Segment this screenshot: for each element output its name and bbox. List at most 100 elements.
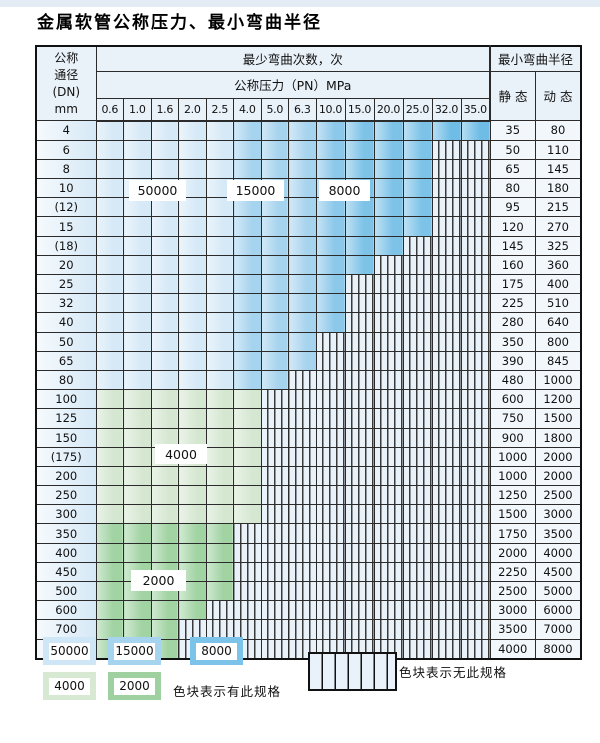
no-spec-cell (344, 427, 375, 448)
spec-cell (205, 369, 234, 391)
spec-cell (95, 216, 124, 237)
no-spec-cell (460, 638, 491, 660)
pressure-col-header: 6.3 (288, 97, 317, 122)
no-spec-cell (260, 523, 289, 544)
spec-cell (178, 312, 207, 333)
spec-cell (373, 235, 404, 256)
no-spec-cell (315, 465, 346, 487)
no-spec-cell (260, 542, 289, 563)
spec-cell (150, 120, 179, 141)
no-spec-cell (288, 369, 317, 391)
spec-cell (233, 216, 262, 237)
table-row: 65 390 845 (35, 350, 582, 371)
table-row: 300 1500 3000 (35, 504, 582, 525)
spec-cell (95, 580, 124, 602)
spec-cell (178, 331, 207, 352)
static-cell: 280 (489, 312, 536, 333)
spec-cell (402, 158, 433, 180)
no-spec-cell (431, 465, 462, 487)
spec-cell (150, 600, 179, 621)
pressure-col-header: 25.0 (402, 97, 433, 122)
dynamic-cell: 845 (535, 350, 582, 371)
no-spec-cell (344, 312, 375, 333)
spec-cell (233, 312, 262, 333)
static-cell: 3500 (489, 619, 536, 640)
no-spec-cell (402, 427, 433, 448)
pressure-col-header: 10.0 (315, 97, 346, 122)
no-spec-cell (344, 504, 375, 525)
table-row: 50 350 800 (35, 331, 582, 352)
spec-cell (205, 216, 234, 237)
spec-cell (178, 197, 207, 218)
no-spec-cell (460, 197, 491, 218)
spec-cell (123, 350, 152, 371)
no-spec-cell (260, 580, 289, 602)
no-spec-cell (315, 561, 346, 583)
spec-cell (150, 408, 179, 429)
table-row: 15 120 270 (35, 216, 582, 237)
no-spec-cell (373, 331, 404, 352)
spec-cell (205, 446, 234, 467)
spec-cell (95, 504, 124, 525)
spec-cell (123, 542, 152, 563)
no-spec-cell (373, 254, 404, 276)
no-spec-cell (344, 446, 375, 467)
spec-cell (205, 523, 234, 544)
dn-cell: 10 (35, 178, 97, 199)
no-spec-cell (373, 465, 404, 487)
static-cell: 1250 (489, 485, 536, 506)
legend-swatch-15000: 15000 (108, 637, 161, 665)
dn-cell: (18) (35, 235, 97, 256)
no-spec-cell (315, 350, 346, 371)
spec-cell (123, 216, 152, 237)
pressure-col-header: 4.0 (233, 97, 262, 122)
static-cell: 65 (489, 158, 536, 180)
no-spec-cell (288, 542, 317, 563)
spec-cell (123, 235, 152, 256)
spec-cell (315, 120, 346, 141)
no-spec-cell (431, 389, 462, 410)
no-spec-cell (373, 312, 404, 333)
no-spec-cell (460, 561, 491, 583)
dn-cell: 50 (35, 331, 97, 352)
spec-cell (150, 619, 179, 640)
spec-cell (205, 504, 234, 525)
spec-cell (315, 312, 346, 333)
no-spec-cell (460, 542, 491, 563)
no-spec-cell (315, 331, 346, 352)
spec-cell (150, 350, 179, 371)
table-row: 600 3000 6000 (35, 600, 582, 621)
no-spec-cell (431, 561, 462, 583)
spec-cell (150, 331, 179, 352)
static-cell: 225 (489, 293, 536, 314)
no-spec-cell (431, 293, 462, 314)
no-spec-cell (233, 600, 262, 621)
spec-cell (402, 178, 433, 199)
no-spec-cell (431, 485, 462, 506)
no-spec-cell (260, 561, 289, 583)
no-spec-cell (288, 389, 317, 410)
no-spec-cell (402, 600, 433, 621)
spec-cell (123, 408, 152, 429)
no-spec-cell (344, 350, 375, 371)
table-row: 500 2500 5000 (35, 580, 582, 602)
no-spec-cell (402, 331, 433, 352)
dynamic-cell: 5000 (535, 580, 582, 602)
spec-cell (95, 619, 124, 640)
no-spec-cell (460, 465, 491, 487)
no-spec-cell (260, 504, 289, 525)
spec-cell (260, 369, 289, 391)
static-cell: 390 (489, 350, 536, 371)
no-spec-cell (460, 235, 491, 256)
spec-table: 公称 通径 (DN) mm 最少弯曲次数，次 最小弯曲半径 公称压力（PN）MP… (35, 45, 582, 660)
static-cell: 1750 (489, 523, 536, 544)
spec-cell (288, 235, 317, 256)
no-spec-cell (460, 293, 491, 314)
no-spec-cell (431, 273, 462, 295)
no-spec-cell (402, 254, 433, 276)
dynamic-cell: 6000 (535, 600, 582, 621)
spec-cell (178, 408, 207, 429)
table-body: 4 35 80 6 50 110 8 65 145 10 80 180 (12) 95 215 15 120 27… (35, 120, 582, 660)
table-row: 150 900 1800 (35, 427, 582, 448)
spec-cell (205, 273, 234, 295)
